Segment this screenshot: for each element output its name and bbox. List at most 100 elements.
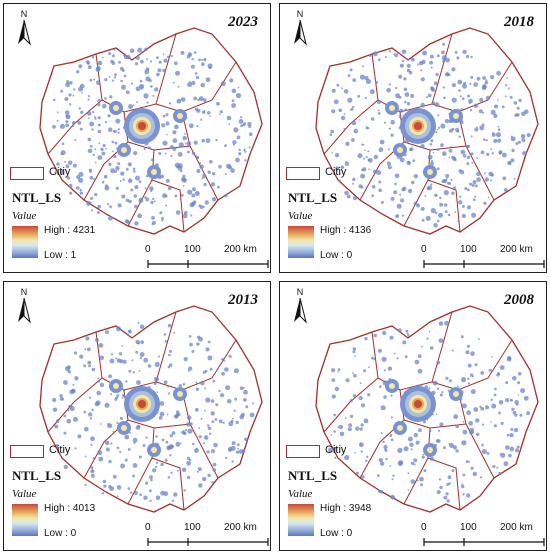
light-speckle — [243, 389, 248, 395]
light-speckle — [428, 330, 431, 333]
light-speckle — [368, 366, 370, 369]
light-speckle — [417, 368, 423, 374]
scale-end: 200 km — [500, 522, 533, 533]
light-speckle — [139, 324, 145, 330]
light-speckle — [73, 416, 78, 422]
light-speckle — [424, 195, 427, 198]
light-speckle — [359, 119, 361, 121]
light-speckle — [243, 148, 246, 151]
light-speckle — [109, 205, 112, 209]
light-speckle — [400, 198, 405, 203]
light-speckle — [331, 109, 336, 114]
light-speckle — [149, 499, 152, 502]
light-speckle — [120, 463, 125, 469]
light-speckle — [195, 387, 200, 391]
light-speckle — [56, 111, 59, 114]
light-speckle — [378, 180, 382, 184]
scale-bar-line — [147, 538, 269, 546]
light-speckle — [135, 55, 140, 61]
light-speckle — [228, 354, 232, 358]
panel-year: 2023 — [228, 14, 258, 30]
light-speckle — [140, 59, 144, 64]
light-speckle — [390, 433, 393, 436]
light-speckle — [205, 397, 211, 403]
light-speckle — [403, 77, 407, 81]
light-speckle — [429, 429, 432, 433]
light-speckle — [78, 171, 84, 177]
light-speckle — [202, 173, 207, 179]
light-speckle — [152, 197, 155, 201]
light-speckle — [394, 53, 399, 58]
light-speckle — [73, 88, 76, 91]
light-speckle — [67, 370, 71, 374]
light-speckle — [68, 404, 72, 409]
light-speckle — [461, 213, 466, 219]
urban-core — [414, 400, 422, 408]
light-speckle — [376, 170, 382, 176]
light-speckle — [204, 59, 207, 62]
light-speckle — [174, 124, 179, 130]
light-speckle — [134, 204, 138, 209]
light-speckle — [465, 350, 470, 355]
light-speckle — [338, 424, 344, 430]
light-speckle — [87, 347, 91, 352]
light-speckle — [155, 465, 158, 469]
light-speckle — [354, 355, 356, 358]
light-speckle — [139, 493, 142, 496]
light-speckle — [379, 139, 385, 145]
light-speckle — [397, 328, 402, 333]
light-speckle — [129, 491, 133, 494]
light-speckle — [462, 154, 467, 158]
light-speckle — [393, 190, 398, 195]
light-speckle — [394, 182, 397, 186]
light-speckle — [429, 54, 434, 59]
light-speckle — [397, 447, 403, 453]
light-speckle — [162, 193, 167, 198]
light-speckle — [490, 179, 492, 182]
light-speckle — [510, 136, 516, 142]
light-speckle — [443, 203, 448, 207]
light-speckle — [396, 357, 399, 360]
urban-subcenter — [427, 169, 433, 175]
light-speckle — [460, 335, 464, 339]
light-speckle — [138, 180, 142, 184]
light-speckle — [79, 354, 84, 359]
light-speckle — [183, 357, 188, 362]
light-speckle — [498, 400, 504, 405]
light-speckle — [360, 450, 363, 453]
light-speckle — [84, 348, 87, 351]
light-speckle — [170, 471, 173, 474]
light-speckle — [420, 69, 423, 72]
light-speckle — [445, 178, 448, 181]
light-speckle — [427, 185, 433, 191]
light-speckle — [382, 440, 385, 444]
light-speckle — [149, 475, 153, 480]
light-speckle — [462, 420, 465, 423]
light-speckle — [476, 177, 481, 183]
light-speckle — [416, 203, 421, 208]
light-speckle — [162, 53, 165, 56]
light-speckle — [480, 150, 485, 155]
light-speckle — [498, 411, 501, 415]
light-speckle — [187, 189, 193, 195]
light-speckle — [114, 141, 118, 145]
light-speckle — [409, 442, 414, 447]
light-speckle — [60, 89, 64, 93]
light-speckle — [476, 171, 481, 177]
light-speckle — [150, 85, 153, 88]
light-speckle — [392, 474, 395, 477]
light-speckle — [238, 148, 241, 152]
light-speckle — [165, 113, 169, 117]
legend-title: NTL_LS — [12, 468, 62, 483]
light-speckle — [331, 368, 336, 373]
light-speckle — [159, 401, 165, 406]
light-speckle — [90, 443, 93, 446]
light-speckle — [79, 83, 85, 89]
light-speckle — [486, 152, 490, 156]
light-speckle — [65, 123, 69, 128]
light-speckle — [459, 195, 462, 198]
light-speckle — [432, 151, 435, 154]
legend-title: NTL_LS — [288, 190, 338, 205]
legend-low: Low : 0 — [44, 528, 77, 539]
light-speckle — [188, 458, 192, 462]
